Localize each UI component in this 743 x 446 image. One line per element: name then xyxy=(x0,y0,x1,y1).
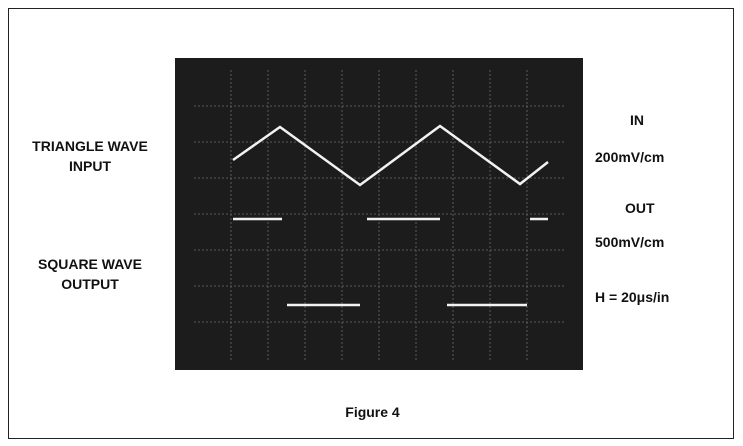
figure-frame xyxy=(8,8,734,439)
scale-label: H = 20μs/in xyxy=(595,289,670,305)
scale-label: 200mV/cm xyxy=(595,149,665,165)
output-label: OUTPUT xyxy=(61,276,119,292)
scale-label: 500mV/cm xyxy=(595,234,665,250)
square-wave xyxy=(233,217,548,307)
caption: Figure 4 xyxy=(345,404,400,420)
graticule xyxy=(194,70,564,360)
input-label: INPUT xyxy=(69,158,111,174)
input-label: TRIANGLE WAVE xyxy=(32,138,148,154)
triangle-wave xyxy=(232,124,549,187)
output-label: SQUARE WAVE xyxy=(38,256,142,272)
scale-label: IN xyxy=(630,112,644,128)
scale-label: OUT xyxy=(625,200,655,216)
